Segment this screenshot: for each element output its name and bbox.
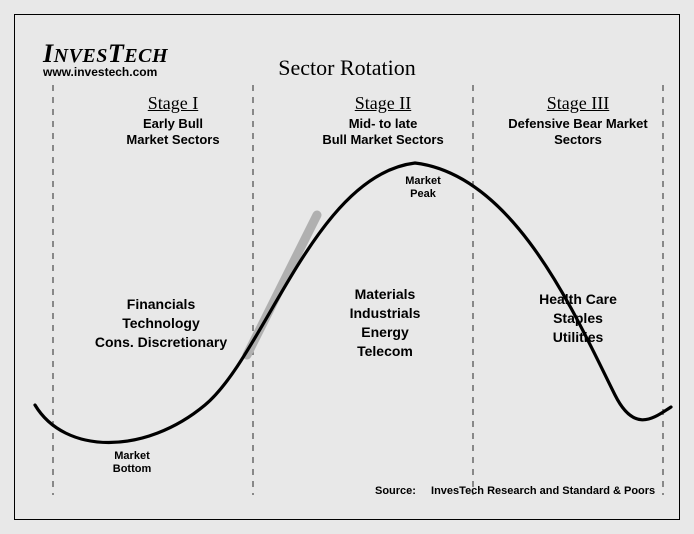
stage-name: Stage III xyxy=(493,93,663,114)
stage-header-3: Stage IIIDefensive Bear MarketSectors xyxy=(493,93,663,149)
chart-frame: INVESTECH www.investech.com Sector Rotat… xyxy=(14,14,680,520)
stage-subtitle: Mid- to lateBull Market Sectors xyxy=(293,116,473,149)
stage-sectors-1: FinancialsTechnologyCons. Discretionary xyxy=(71,295,251,352)
chart-svg xyxy=(15,15,681,521)
stage-name: Stage II xyxy=(293,93,473,114)
stage-subtitle: Defensive Bear MarketSectors xyxy=(493,116,663,149)
source-line: Source: InvesTech Research and Standard … xyxy=(375,485,655,497)
chart-title: Sector Rotation xyxy=(15,55,679,81)
stage-subtitle: Early BullMarket Sectors xyxy=(93,116,253,149)
stage-header-2: Stage IIMid- to lateBull Market Sectors xyxy=(293,93,473,149)
stage-sectors-2: MaterialsIndustrialsEnergyTelecom xyxy=(305,285,465,361)
stage-sectors-3: Health CareStaplesUtilities xyxy=(503,290,653,347)
source-label: Source: xyxy=(375,485,416,497)
stage-header-1: Stage IEarly BullMarket Sectors xyxy=(93,93,253,149)
source-text: InvesTech Research and Standard & Poors xyxy=(431,485,655,497)
market-bottom-label: MarketBottom xyxy=(97,450,167,475)
stage-name: Stage I xyxy=(93,93,253,114)
market-peak-label: MarketPeak xyxy=(393,175,453,200)
